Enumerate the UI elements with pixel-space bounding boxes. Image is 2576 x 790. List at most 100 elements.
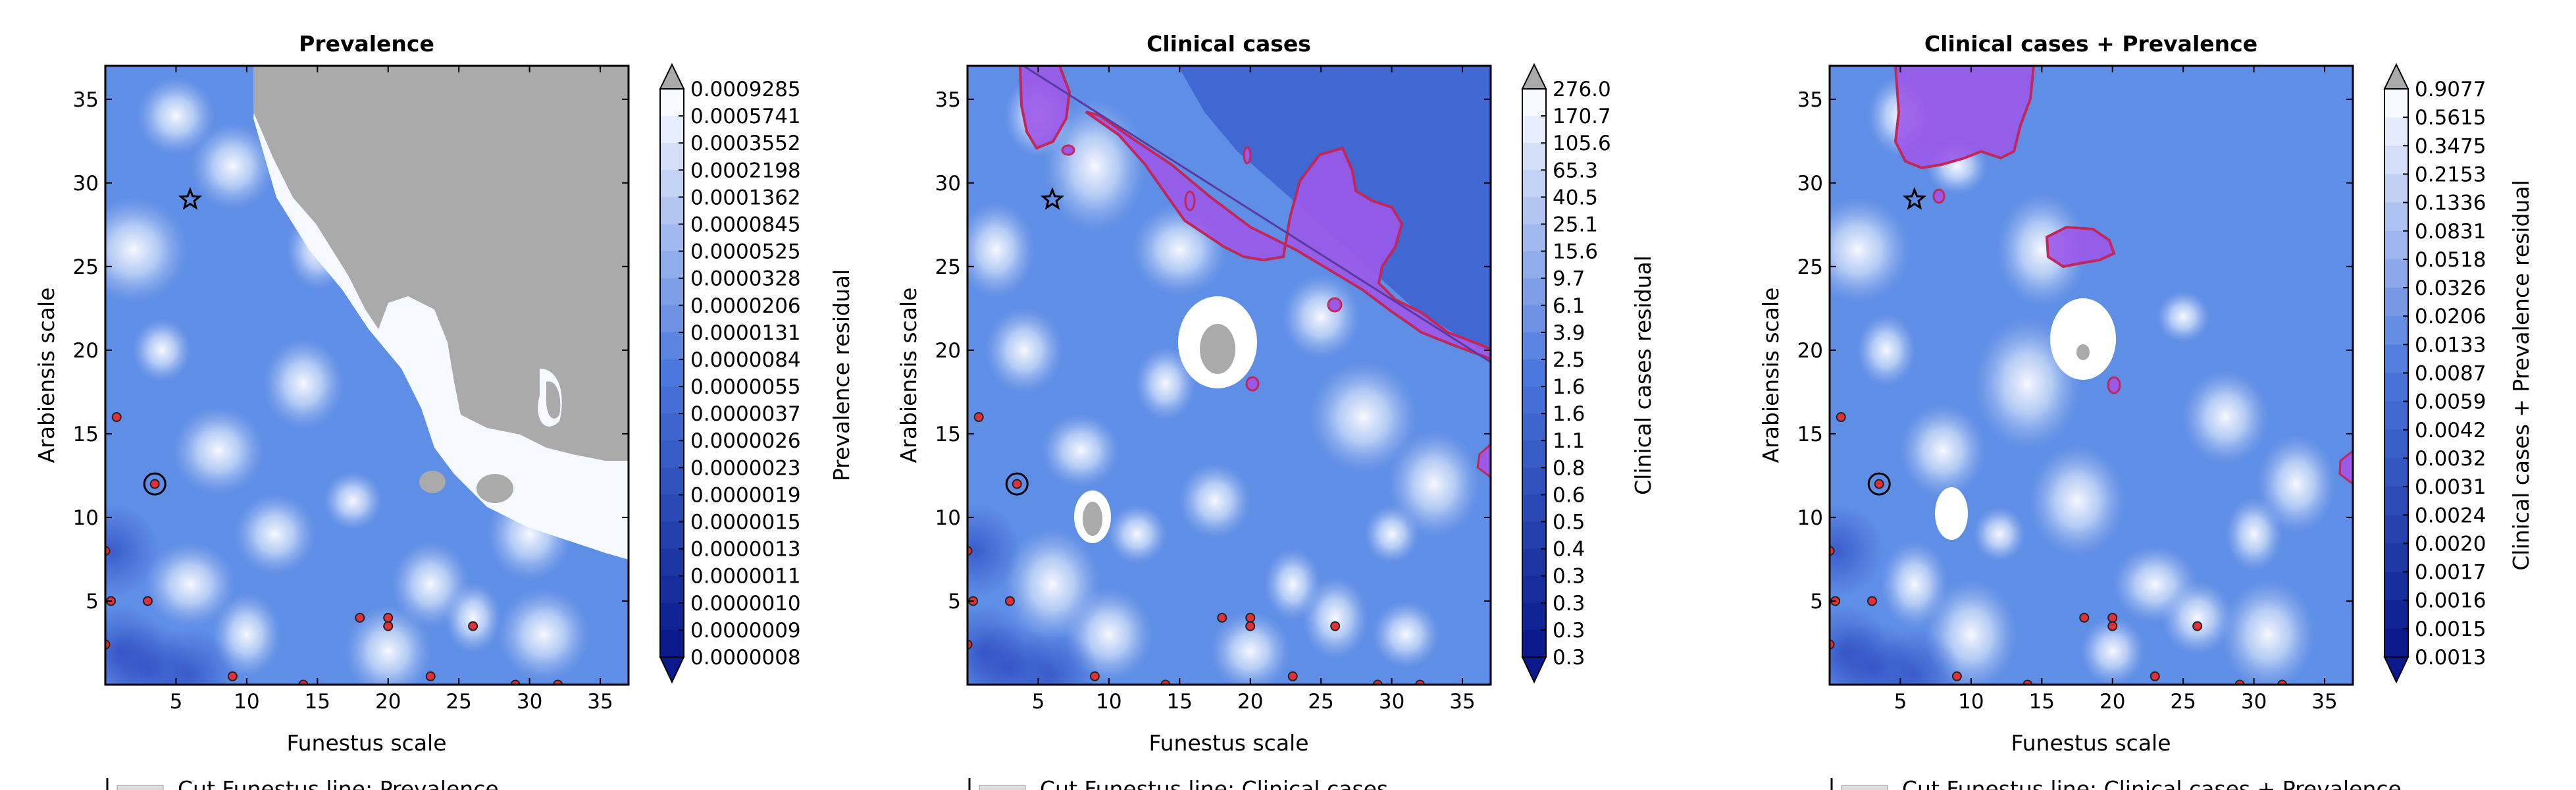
data-point: [105, 639, 111, 650]
white-patch: [2050, 298, 2116, 380]
colorbar-tick-label: 0.0000010: [690, 592, 801, 616]
light-blob: [1003, 527, 1102, 641]
colorbar-tick-label: 1.6: [1553, 375, 1585, 399]
highlight-circle-marker: [143, 472, 167, 496]
colorbar-segment: [1522, 251, 1546, 279]
colorbar-segment: [660, 224, 684, 252]
x-tick-label: 20: [375, 690, 401, 714]
light-blob: [322, 471, 383, 531]
colorbar-segment: [660, 278, 684, 306]
colorbar-tick-label: 0.0000013: [690, 538, 801, 562]
colorbar-label: Prevalence residual: [829, 269, 854, 481]
colorbar-tick-label: 105.6: [1553, 132, 1611, 155]
axes: 5 10 15 20 25 30 35 5 10 15 20 25 30 35: [935, 66, 1491, 714]
region-dot: [2107, 376, 2121, 394]
data-point: [1830, 546, 1835, 556]
data-point: [468, 621, 478, 631]
colorbar-segment: [2384, 316, 2408, 345]
colorbar-segment: [660, 467, 684, 495]
light-blob: [262, 337, 344, 430]
x-tick-label: 15: [1167, 690, 1193, 714]
gray-blob: [546, 381, 561, 419]
panel-title: Clinical cases: [1146, 31, 1311, 57]
colorbar-segment: [660, 494, 684, 523]
y-tick-label: 20: [73, 339, 99, 363]
dark-blob: [143, 628, 236, 685]
light-blob: [497, 587, 590, 681]
colorbar-segment: [1522, 224, 1546, 252]
colorbar-segment: [1522, 629, 1546, 658]
light-blob: [1210, 611, 1291, 685]
axes: 5 10 15 20 25 30 35 5 10 15 20 25 30 35: [1797, 66, 2353, 714]
x-tick-label: 25: [2170, 690, 2196, 714]
point-markers: [105, 187, 563, 685]
x-tick-label: 10: [234, 690, 259, 714]
panel-title: Prevalence: [299, 31, 434, 57]
colorbar-segment: [2384, 202, 2408, 232]
colorbar-tick-label: 15.6: [1553, 240, 1598, 264]
colorbar-segment: [1522, 305, 1546, 333]
colorbar-tick-label: 0.0000084: [690, 348, 801, 372]
colorbar-tick-label: 0.0009285: [690, 78, 801, 101]
colorbar-segment: [2384, 487, 2408, 515]
colorbar-tick-label: 0.3: [1553, 646, 1585, 670]
colorbar-segment: [660, 521, 684, 550]
light-blob: [2080, 616, 2146, 685]
gray-spot: [477, 474, 513, 503]
colorbar-segment: [2384, 628, 2408, 658]
x-tick-label: 30: [1379, 690, 1404, 714]
data-point: [2022, 679, 2033, 685]
y-tick-label: 30: [935, 172, 961, 196]
x-tick-label: 35: [2311, 690, 2337, 714]
light-blob: [132, 317, 192, 382]
plot-area: [1830, 66, 2353, 685]
colorbar-tick-label: 0.0031: [2415, 475, 2486, 499]
light-blob: [2256, 434, 2336, 534]
light-blob: [190, 122, 275, 211]
data-point: [2277, 679, 2288, 685]
data-point: [1415, 679, 1426, 685]
light-blob: [1880, 540, 1949, 629]
colorbar-segment: [2384, 515, 2408, 544]
y-tick-label: 25: [73, 255, 99, 279]
y-tick-label: 35: [73, 88, 99, 112]
colorbar-tick-label: 0.0206: [2415, 305, 2486, 329]
gray-spot: [2076, 344, 2090, 360]
x-tick-label: 5: [1032, 690, 1045, 714]
colorbar-segment: [1522, 440, 1546, 468]
colorbar-tick-label: 0.0000009: [690, 619, 801, 643]
plot-area: [967, 66, 1491, 685]
y-tick-label: 5: [1810, 590, 1823, 614]
star-marker: [1902, 187, 1927, 210]
colorbar-tick-label: 25.1: [1553, 213, 1598, 236]
colorbar-segment: [1522, 143, 1546, 171]
data-point: [383, 612, 394, 623]
colorbar-tick-label: 0.0000131: [690, 321, 801, 345]
star-marker: [178, 187, 203, 210]
light-blob: [136, 76, 216, 155]
gray-spot: [1083, 502, 1102, 536]
legend-text: Cut Funestus line: Prevalence: [178, 776, 499, 790]
colorbar-segment: [2384, 429, 2408, 459]
dark-blob: [967, 504, 1021, 597]
colorbar-tick-label: 0.1336: [2415, 192, 2486, 215]
colorbar-segment: [1522, 359, 1546, 387]
colorbar-segment: [1522, 197, 1546, 224]
colorbar-tick-label: 0.0015: [2415, 618, 2486, 641]
data-point: [1830, 639, 1835, 650]
data-point: [111, 412, 122, 423]
data-point: [1867, 596, 1877, 606]
colorbar-segment: [2384, 89, 2408, 118]
colorbar: 0.9077 0.5615 0.3475 0.2153 0.1336 0.0831 0.05…: [2383, 63, 2486, 684]
light-blob: [2182, 369, 2270, 465]
legend-swatch: [116, 785, 164, 790]
light-blob: [105, 196, 188, 303]
colorbar-tick-label: 0.0000328: [690, 267, 801, 291]
data-point: [1012, 479, 1022, 489]
significance-region: [1893, 66, 2036, 170]
colorbar-tick-label: 0.5615: [2415, 106, 2486, 130]
colorbar-segment: [1522, 575, 1546, 604]
colorbar-tick-label: 0.0831: [2415, 220, 2486, 244]
colorbar-segment: [660, 629, 684, 658]
data-point: [227, 671, 238, 681]
